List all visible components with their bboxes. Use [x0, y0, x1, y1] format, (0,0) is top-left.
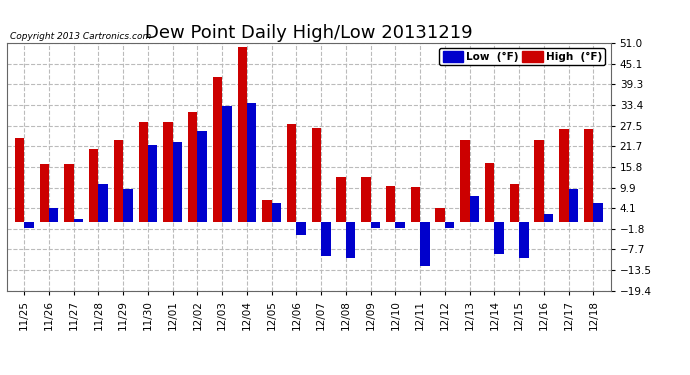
Bar: [164, 122, 172, 222]
Bar: [494, 222, 504, 254]
Bar: [435, 209, 445, 222]
Bar: [470, 196, 479, 222]
Bar: [544, 214, 553, 222]
Bar: [510, 184, 519, 222]
Bar: [485, 163, 494, 222]
Bar: [460, 140, 470, 222]
Bar: [24, 222, 34, 228]
Bar: [519, 222, 529, 258]
Bar: [420, 222, 429, 266]
Bar: [49, 209, 59, 222]
Bar: [535, 140, 544, 222]
Bar: [386, 186, 395, 222]
Bar: [593, 203, 603, 222]
Bar: [371, 222, 380, 228]
Bar: [237, 46, 247, 222]
Bar: [346, 222, 355, 258]
Bar: [411, 187, 420, 222]
Bar: [99, 184, 108, 222]
Bar: [172, 142, 182, 222]
Bar: [89, 148, 99, 222]
Bar: [262, 200, 272, 222]
Bar: [445, 222, 454, 228]
Title: Dew Point Daily High/Low 20131219: Dew Point Daily High/Low 20131219: [145, 24, 473, 42]
Bar: [139, 122, 148, 222]
Bar: [337, 177, 346, 222]
Bar: [247, 103, 256, 222]
Bar: [197, 131, 207, 222]
Bar: [312, 128, 321, 222]
Bar: [148, 145, 157, 222]
Bar: [14, 138, 24, 222]
Bar: [569, 189, 578, 222]
Bar: [188, 112, 197, 222]
Bar: [297, 222, 306, 235]
Bar: [222, 106, 232, 222]
Bar: [584, 129, 593, 222]
Bar: [213, 76, 222, 222]
Bar: [114, 140, 124, 222]
Bar: [362, 177, 371, 222]
Legend: Low  (°F), High  (°F): Low (°F), High (°F): [440, 48, 605, 65]
Bar: [64, 164, 74, 222]
Text: Copyright 2013 Cartronics.com: Copyright 2013 Cartronics.com: [10, 32, 152, 41]
Bar: [287, 124, 297, 222]
Bar: [272, 203, 281, 222]
Bar: [74, 219, 83, 222]
Bar: [395, 222, 405, 228]
Bar: [39, 164, 49, 222]
Bar: [321, 222, 331, 256]
Bar: [124, 189, 132, 222]
Bar: [559, 129, 569, 222]
